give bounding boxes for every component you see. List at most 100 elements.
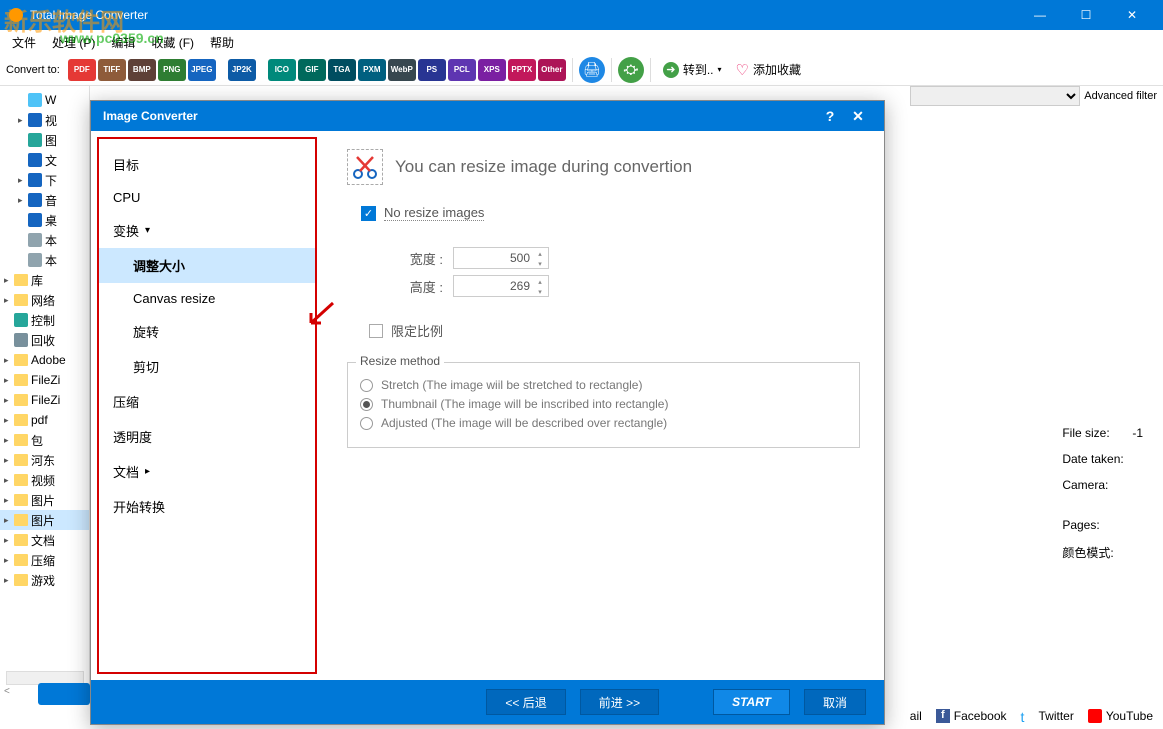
social-bar: ail fFacebook tTwitter YouTube [910,709,1153,723]
tree-item[interactable]: ▸库 [0,270,89,290]
nav-resize[interactable]: 调整大小 [99,248,315,283]
tree-item[interactable]: W [0,90,89,110]
tree-item[interactable]: ▸河东 [0,450,89,470]
tree-item[interactable]: ▸pdf [0,410,89,430]
format-webp[interactable]: WebP [388,59,416,81]
width-label: 宽度 : [391,249,443,268]
add-favorite-button[interactable]: ♡添加收藏 [736,61,801,79]
height-spinner[interactable]: ▴▾ [533,277,547,297]
nav-rotate[interactable]: 旋转 [99,314,315,349]
close-button[interactable]: ✕ [1109,0,1155,30]
format-pxm[interactable]: PXM [358,59,386,81]
width-spinner[interactable]: ▴▾ [533,249,547,269]
thumbnail-radio[interactable] [360,398,373,411]
tree-item[interactable]: ▸图片 [0,490,89,510]
format-pptx[interactable]: PPTX [508,59,536,81]
stretch-radio[interactable] [360,379,373,392]
format-pcl[interactable]: PCL [448,59,476,81]
format-tga[interactable]: TGA [328,59,356,81]
minimize-button[interactable]: — [1017,0,1063,30]
folder-icon [14,454,28,466]
dl-icon [28,173,42,187]
app-icon [8,7,24,23]
tree-item[interactable]: ▸网络 [0,290,89,310]
tree-item[interactable]: 本 [0,230,89,250]
forward-button[interactable]: 前进 >> [580,689,659,715]
format-gif[interactable]: GIF [298,59,326,81]
info-panel: File size:-1 Date taken: Camera: Pages: … [1062,426,1143,573]
tree-item[interactable]: ▸包 [0,430,89,450]
tree-item[interactable]: ▸音 [0,190,89,210]
folder-icon [14,534,28,546]
advanced-filter-link[interactable]: Advanced filter [1084,90,1157,102]
twitter-link[interactable]: tTwitter [1021,709,1074,723]
folder-icon [14,514,28,526]
maximize-button[interactable]: ☐ [1063,0,1109,30]
youtube-link[interactable]: YouTube [1088,709,1153,723]
format-ps[interactable]: PS [418,59,446,81]
height-input[interactable]: 269▴▾ [453,275,549,297]
ctrl-icon [14,313,28,327]
format-bmp[interactable]: BMP [128,59,156,81]
settings-icon[interactable]: ⛮ [618,57,644,83]
menu-help[interactable]: 帮助 [202,34,242,51]
folder-icon [14,354,28,366]
nav-document[interactable]: 文档▸ [99,454,315,489]
format-jp2k[interactable]: JP2K [228,59,256,81]
menu-process[interactable]: 处理 (P) [44,34,103,51]
nav-transform[interactable]: 变换▾ [99,213,315,248]
format-xps[interactable]: XPS [478,59,506,81]
tree-item[interactable]: 控制 [0,310,89,330]
format-jpeg[interactable]: JPEG [188,59,216,81]
goto-button[interactable]: ➜转到..▾ [663,61,722,78]
menu-edit[interactable]: 编辑 [103,34,143,51]
tree-item[interactable]: 文 [0,150,89,170]
print-icon[interactable]: 🖨 [579,57,605,83]
nav-target[interactable]: 目标 [99,147,315,182]
format-other[interactable]: Other [538,59,566,81]
tree-item[interactable]: ▸游戏 [0,570,89,590]
nav-canvas-resize[interactable]: Canvas resize [99,283,315,314]
gmail-link[interactable]: ail [910,709,922,723]
nav-compress[interactable]: 压缩 [99,384,315,419]
nav-crop[interactable]: 剪切 [99,349,315,384]
nav-cpu[interactable]: CPU [99,182,315,213]
dialog-help-button[interactable]: ? [816,108,844,124]
tree-item[interactable]: ▸视频 [0,470,89,490]
date-taken-label: Date taken: [1062,452,1132,466]
format-tiff[interactable]: TIFF [98,59,126,81]
format-ico[interactable]: ICO [268,59,296,81]
facebook-link[interactable]: fFacebook [936,709,1007,723]
tree-item[interactable]: ▸Adobe [0,350,89,370]
tree-item[interactable]: 回收 [0,330,89,350]
filter-select[interactable] [910,86,1080,106]
menu-favorites[interactable]: 收藏 (F) [143,34,202,51]
tree-item[interactable]: ▸FileZi [0,370,89,390]
window-title: Total Image Converter [30,8,1017,22]
back-button[interactable]: << 后退 [486,689,565,715]
nav-transparency[interactable]: 透明度 [99,419,315,454]
constrain-checkbox[interactable] [369,324,383,338]
folder-tree[interactable]: W▸视图文▸下▸音桌本本▸库▸网络控制回收▸Adobe▸FileZi▸FileZ… [0,86,90,699]
no-resize-checkbox[interactable]: ✓ [361,206,376,221]
tree-item[interactable]: ▸FileZi [0,390,89,410]
cancel-button[interactable]: 取消 [804,689,866,715]
tree-item[interactable]: ▸文档 [0,530,89,550]
tree-item[interactable]: 桌 [0,210,89,230]
width-input[interactable]: 500▴▾ [453,247,549,269]
camera-label: Camera: [1062,478,1132,492]
tree-item[interactable]: ▸图片 [0,510,89,530]
tree-item[interactable]: ▸压缩 [0,550,89,570]
start-button[interactable]: START [713,689,790,715]
tree-item[interactable]: ▸下 [0,170,89,190]
format-pdf[interactable]: PDF [68,59,96,81]
nav-start-convert[interactable]: 开始转换 [99,489,315,524]
dialog-close-button[interactable]: ✕ [844,108,872,125]
convert-to-label: Convert to: [6,64,60,76]
tree-item[interactable]: ▸视 [0,110,89,130]
tree-item[interactable]: 图 [0,130,89,150]
format-png[interactable]: PNG [158,59,186,81]
menu-file[interactable]: 文件 [4,34,44,51]
tree-item[interactable]: 本 [0,250,89,270]
adjusted-radio[interactable] [360,417,373,430]
